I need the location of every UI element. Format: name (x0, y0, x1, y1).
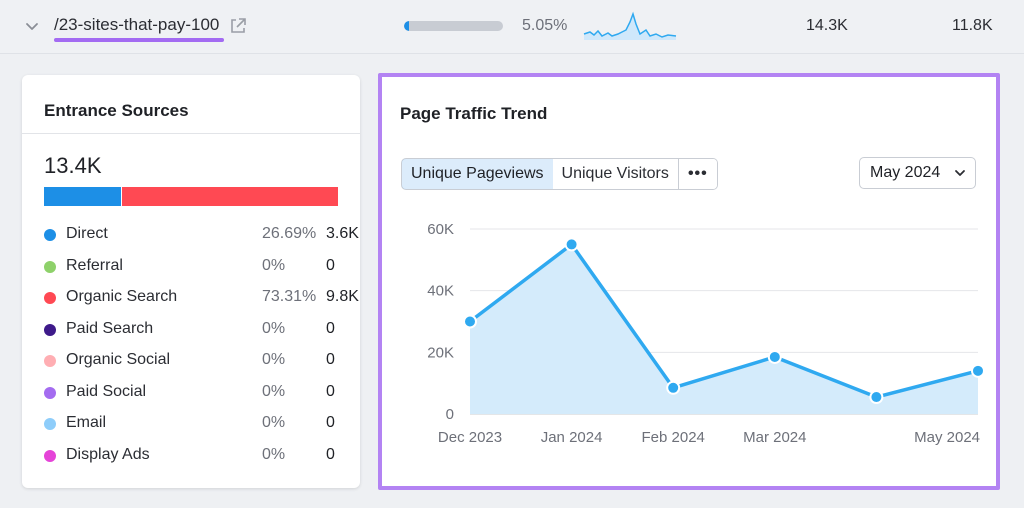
card-divider (22, 133, 360, 134)
source-color-dot (44, 449, 56, 462)
source-row[interactable]: Organic Social 0% 0 (44, 351, 344, 383)
source-value: 0 (326, 445, 335, 463)
page-traffic-trend-card: Page Traffic Trend Unique Pageviews Uniq… (378, 73, 1000, 490)
source-value: 0 (326, 256, 335, 274)
url-highlight-underline (54, 38, 224, 42)
source-percent: 0% (262, 445, 286, 463)
month-select[interactable]: May 2024 (859, 157, 976, 189)
more-options-button[interactable]: ••• (678, 159, 717, 189)
stat-value-2: 11.8K (952, 17, 993, 34)
source-name: Paid Social (66, 382, 147, 400)
source-color-dot (44, 323, 56, 336)
source-name: Referral (66, 256, 123, 274)
source-row[interactable]: Paid Social 0% 0 (44, 383, 344, 415)
x-tick-label: Mar 2024 (743, 429, 806, 446)
source-value: 9.8K (326, 288, 359, 305)
data-point (767, 349, 782, 364)
source-row[interactable]: Direct 26.69% 3.6K (44, 225, 359, 257)
source-percent: 0% (262, 319, 286, 337)
data-point (971, 363, 985, 378)
y-tick-label: 40K (427, 283, 454, 300)
source-row[interactable]: Organic Search 73.31% 9.8K (44, 288, 359, 320)
source-color-dot (44, 292, 56, 304)
entrance-sources-title: Entrance Sources (44, 101, 189, 120)
share-percent: 5.05% (522, 17, 568, 34)
source-percent: 0% (262, 256, 286, 274)
source-name: Display Ads (66, 445, 150, 463)
source-color-dot (44, 386, 56, 399)
traffic-trend-chart: 0 20K 40K 60K Dec 2023 Jan 2024 Feb 2024 Mar 20… (427, 221, 985, 446)
source-value: 0 (326, 382, 335, 400)
x-tick-label: Dec 2023 (438, 429, 502, 446)
traffic-trend-title: Page Traffic Trend (400, 104, 548, 123)
source-name: Organic Social (66, 351, 171, 368)
y-tick-label: 60K (427, 221, 454, 238)
source-list: Direct 26.69% 3.6K Referral 0% 0 Organic Searc… (44, 225, 359, 478)
source-value: 0 (326, 351, 335, 368)
source-percent: 0% (262, 382, 286, 400)
metric-tabs: Unique Pageviews Unique Visitors ••• (401, 158, 718, 190)
page-row: /23-sites-that-pay-100 5.05% 14.3K 11.8K (0, 0, 1024, 54)
source-percent: 26.69% (262, 225, 317, 242)
y-tick-label: 0 (446, 406, 454, 423)
external-link-icon[interactable] (229, 17, 247, 35)
sparkline (583, 11, 677, 40)
share-progress-bar (404, 21, 503, 31)
source-percent: 0% (262, 414, 286, 431)
x-tick-label: May 2024 (914, 429, 980, 446)
chevron-down-icon (955, 170, 965, 176)
y-tick-label: 20K (427, 344, 454, 361)
tab-unique-pageviews[interactable]: Unique Pageviews (401, 159, 554, 189)
source-row[interactable]: Display Ads 0% 0 (44, 446, 344, 478)
source-name: Email (66, 414, 107, 431)
source-name: Direct (66, 225, 108, 242)
series-area (470, 244, 978, 414)
chevron-down-icon[interactable] (22, 16, 42, 36)
tab-unique-visitors[interactable]: Unique Visitors (552, 159, 679, 189)
source-name: Paid Search (66, 319, 154, 337)
source-row[interactable]: Referral 0% 0 (44, 257, 344, 289)
data-point (666, 380, 681, 395)
source-value: 3.6K (326, 225, 359, 242)
series-line (468, 242, 979, 399)
source-color-dot (44, 260, 56, 273)
data-point (463, 314, 477, 329)
x-tick-label: Feb 2024 (642, 429, 705, 446)
page-url-link[interactable]: /23-sites-that-pay-100 (54, 15, 220, 34)
stat-value-1: 14.3K (806, 17, 848, 34)
source-share-bar (44, 187, 338, 206)
source-color-dot (44, 418, 56, 430)
source-share-segment (44, 187, 123, 206)
share-progress-fill (404, 21, 409, 31)
source-color-dot (44, 229, 56, 241)
x-tick-label: Jan 2024 (541, 429, 603, 446)
source-share-segment (122, 187, 338, 206)
source-percent: 0% (262, 351, 286, 368)
source-color-dot (44, 355, 56, 367)
entrance-total: 13.4K (44, 153, 102, 178)
source-row[interactable]: Email 0% 0 (44, 414, 344, 446)
source-name: Organic Search (66, 288, 178, 305)
data-point (869, 390, 884, 405)
source-value: 0 (326, 414, 335, 431)
month-select-value: May 2024 (870, 164, 941, 181)
source-row[interactable]: Paid Search 0% 0 (44, 320, 344, 352)
entrance-sources-card: Entrance Sources 13.4K Direct 26.69% 3.6K R… (22, 75, 360, 488)
data-point (564, 237, 579, 252)
source-percent: 73.31% (262, 288, 317, 305)
source-value: 0 (326, 319, 335, 337)
